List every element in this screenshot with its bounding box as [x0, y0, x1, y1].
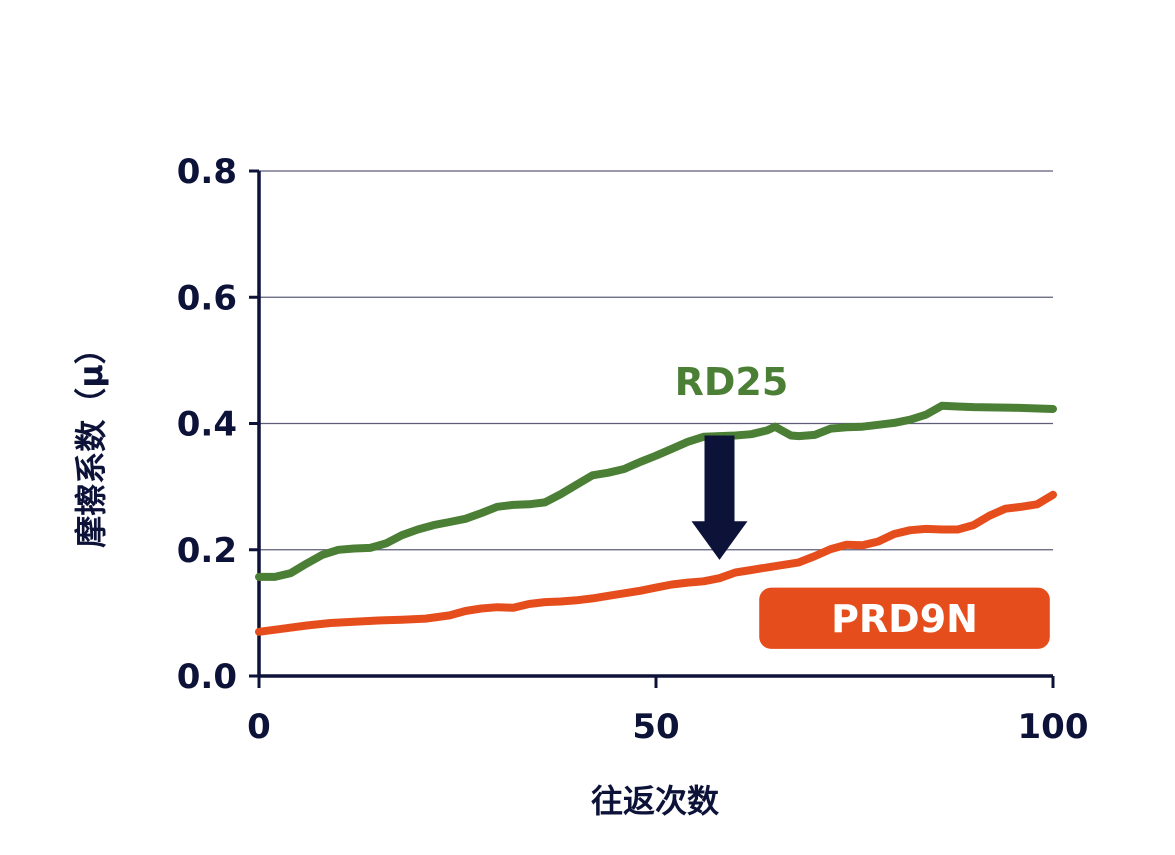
series-line-rd25 — [255, 401, 1057, 581]
annotation-layer — [691, 435, 748, 560]
labels-layer: 0.0 0.2 0.4 0.6 0.8 0 50 100 RD25 PRD9N — [177, 152, 1089, 747]
x-tick-label: 0 — [247, 707, 271, 747]
series-label-rd25: RD25 — [675, 360, 789, 404]
series-label-prd9n: PRD9N — [831, 597, 978, 641]
grid-layer — [259, 170, 1053, 551]
axes-layer — [249, 169, 1055, 688]
y-axis-title: 摩擦系数（μ） — [72, 332, 110, 548]
y-tick-label: 0.8 — [177, 152, 237, 192]
series-line-prd9n — [255, 490, 1057, 636]
series-badge-prd9n — [759, 587, 1050, 649]
y-tick-label: 0.6 — [177, 278, 237, 318]
x-axis-title: 往返次数 — [591, 782, 720, 820]
x-tick-label: 100 — [1018, 707, 1089, 747]
series-layer — [255, 401, 1057, 636]
y-tick-label: 0.0 — [177, 657, 237, 697]
x-tick-label: 50 — [632, 707, 679, 747]
y-tick-label: 0.4 — [177, 405, 237, 445]
decrease-arrow — [691, 435, 748, 560]
y-tick-label: 0.2 — [177, 531, 237, 571]
